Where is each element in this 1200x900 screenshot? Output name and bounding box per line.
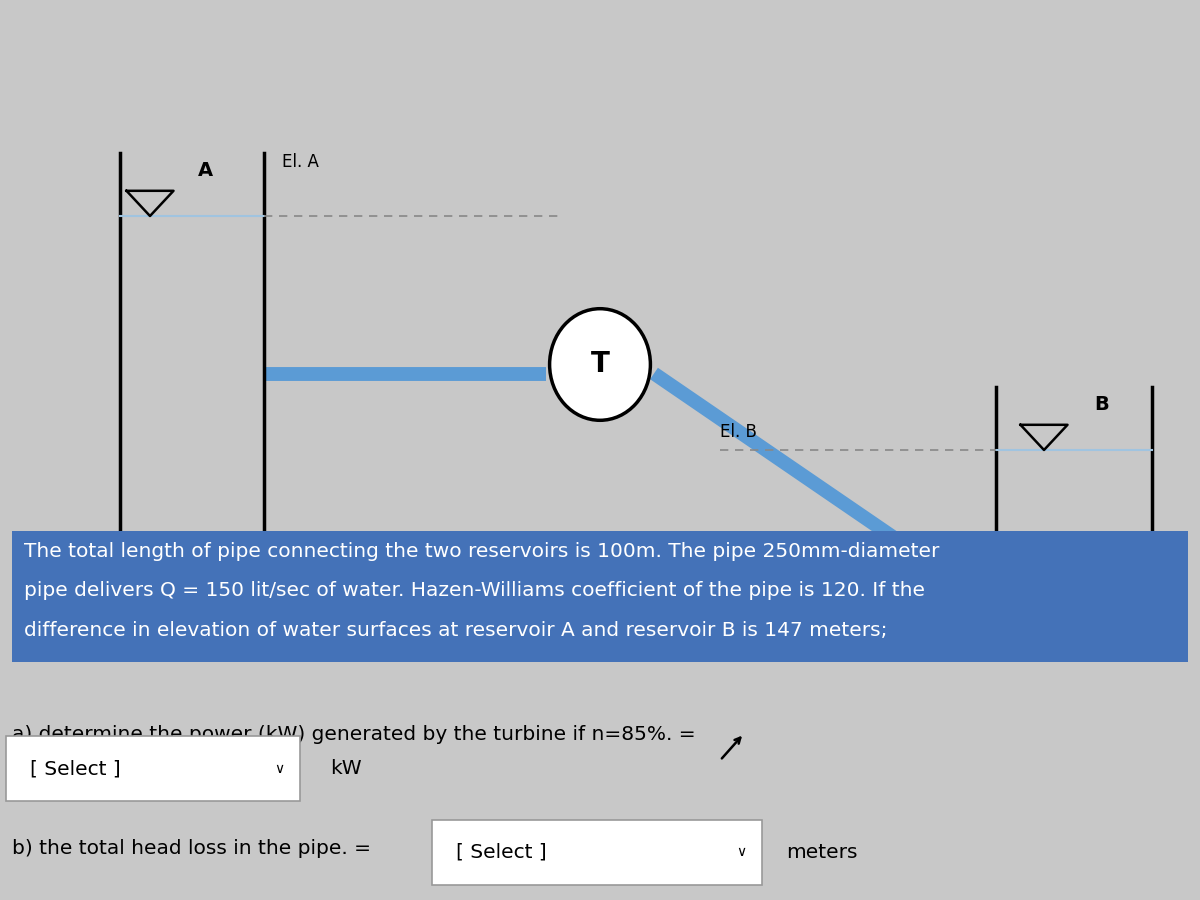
Text: The total length of pipe connecting the two reservoirs is 100m. The pipe 250mm-d: The total length of pipe connecting the … [24, 542, 940, 561]
Bar [12, 531, 1188, 662]
Text: kW: kW [330, 759, 361, 778]
Text: meters: meters [786, 842, 858, 862]
Text: pipe delivers Q = 150 lit/sec of water. Hazen-Williams coefficient of the pipe i: pipe delivers Q = 150 lit/sec of water. … [24, 581, 925, 600]
Text: ∨: ∨ [275, 761, 284, 776]
Text: [ Select ]: [ Select ] [456, 842, 547, 862]
Text: El. A: El. A [282, 153, 319, 171]
Text: B: B [1094, 395, 1109, 414]
Text: a) determine the power (kW) generated by the turbine if n=85%. =: a) determine the power (kW) generated by… [12, 724, 696, 743]
Text: El. B: El. B [720, 423, 757, 441]
Ellipse shape [550, 309, 650, 420]
FancyBboxPatch shape [432, 820, 762, 885]
Text: [ Select ]: [ Select ] [30, 759, 121, 778]
Text: b) the total head loss in the pipe. =: b) the total head loss in the pipe. = [12, 839, 371, 858]
FancyBboxPatch shape [6, 736, 300, 801]
Text: T: T [590, 350, 610, 379]
Text: difference in elevation of water surfaces at reservoir A and reservoir B is 147 : difference in elevation of water surface… [24, 621, 888, 640]
Text: ∨: ∨ [737, 845, 746, 859]
Text: A: A [198, 161, 214, 180]
